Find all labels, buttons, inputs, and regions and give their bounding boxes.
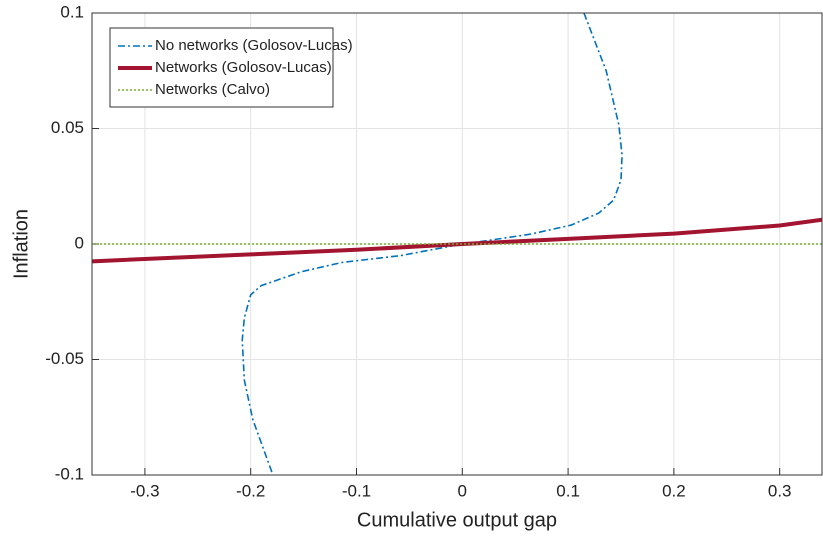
axes-box [91, 12, 823, 476]
x-axis-label: Cumulative output gap [357, 509, 557, 531]
y-tick-label: 0 [75, 233, 84, 252]
y-axis-label: Inflation [10, 209, 32, 279]
legend-label: Networks (Golosov-Lucas) [155, 59, 332, 76]
series-line [241, 13, 623, 475]
plot-area [92, 13, 822, 475]
series-line [92, 217, 822, 264]
x-tick-label: -0.1 [342, 481, 371, 500]
x-tick-label: -0.2 [236, 481, 265, 500]
y-tick-label: 0.05 [51, 118, 84, 137]
y-tick-label: 0.1 [60, 2, 84, 21]
y-tick-label: -0.05 [45, 349, 84, 368]
x-tick-label: -0.3 [130, 481, 159, 500]
x-tick-label: 0.2 [662, 481, 686, 500]
x-tick-label: 0.3 [768, 481, 792, 500]
legend-label: Networks (Calvo) [155, 81, 270, 98]
y-tick-label: -0.1 [55, 464, 84, 483]
legend-label: No networks (Golosov-Lucas) [155, 37, 353, 54]
x-tick-label: 0 [458, 481, 467, 500]
x-tick-label: 0.1 [556, 481, 580, 500]
